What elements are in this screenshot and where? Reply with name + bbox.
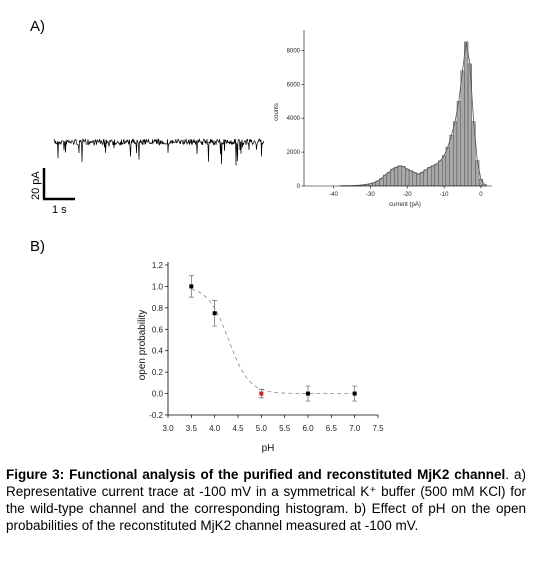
histogram-y-tick-label: 8000: [287, 48, 301, 54]
data-point: [352, 391, 357, 396]
histogram-axes: [303, 30, 492, 187]
pop-y-tick-label: 1.2: [152, 261, 164, 270]
pop-y-tick-label: 0.2: [152, 368, 164, 377]
histogram-x-ticks: -40 -30 -20 -10 0: [329, 186, 483, 198]
pop-y-tick-label: 0.0: [152, 390, 164, 399]
pop-x-tick-label: 6.5: [326, 424, 338, 433]
histogram-y-tick-label: 4000: [287, 116, 301, 122]
current-trace: [53, 137, 265, 166]
pop-axes: [167, 262, 378, 416]
pop-x-tick-label: 6.0: [302, 424, 314, 433]
pop-x-tick-label: 7.0: [349, 424, 361, 433]
histogram-y-axis-label: counts: [274, 103, 280, 121]
pop-y-tick-label: 0.8: [152, 304, 164, 313]
data-point: [306, 391, 310, 396]
pop-x-tick-label: 4.0: [209, 424, 221, 433]
histogram-y-tick-label: 0: [297, 184, 301, 190]
histogram-x-tick-label: -30: [366, 192, 375, 198]
pop-y-axis-label: open probability: [137, 310, 148, 381]
pop-y-tick-label: -0.2: [149, 411, 163, 420]
histogram-x-axis-label: current (pA): [389, 202, 421, 208]
pop-x-axis-label: pH: [262, 443, 275, 454]
pop-x-tick-label: 3.0: [162, 424, 174, 433]
pop-x-tick-label: 4.5: [232, 424, 244, 433]
pop-x-tick-label: 5.0: [256, 424, 268, 433]
histogram-x-tick-label: -40: [329, 192, 338, 198]
panel-a-label: A): [30, 18, 45, 35]
pop-y-tick-label: 0.4: [152, 347, 164, 356]
histogram-x-tick-label: -10: [440, 192, 449, 198]
histogram-y-tick-label: 2000: [287, 150, 301, 156]
histogram-fit-curve: [340, 41, 485, 187]
panel-b-label: B): [30, 238, 45, 255]
pop-y-tick-label: 0.6: [152, 325, 164, 334]
pop-data-points: [188, 275, 358, 402]
caption-figure-label: Figure 3: [6, 467, 60, 482]
caption-title: : Functional analysis of the purified an…: [59, 467, 506, 482]
histogram-bars: [338, 41, 487, 187]
figure-caption: Figure 3: Functional analysis of the pur…: [6, 466, 526, 534]
pop-x-tick-label: 3.5: [186, 424, 198, 433]
histogram-y-tick-label: 6000: [287, 82, 301, 88]
data-point: [259, 391, 264, 396]
data-point: [189, 284, 194, 289]
scale-bar-x-label: 1 s: [52, 204, 67, 216]
histogram-y-ticks: 0 2000 4000 6000 8000: [287, 48, 304, 190]
pop-fit-curve: [191, 288, 355, 395]
data-point: [212, 311, 217, 316]
scale-bar-y-label: 20 pA: [30, 171, 42, 200]
pop-y-tick-label: 1.0: [152, 282, 164, 291]
pop-y-ticks: -0.2 0.0 0.2 0.4 0.6 0.8 1.0 1.2: [149, 261, 168, 420]
histogram-x-tick-label: 0: [479, 192, 483, 198]
pop-x-tick-label: 7.5: [372, 424, 384, 433]
histogram-x-tick-label: -20: [403, 192, 412, 198]
pop-x-tick-label: 5.5: [279, 424, 291, 433]
scale-bar: 20 pA 1 s: [30, 168, 75, 216]
pop-x-ticks: 3.0 3.5 4.0 4.5 5.0 5.5 6.0 6.5 7.0 7.5: [162, 415, 384, 433]
caption-text: . a) Representative current trace at -10…: [6, 467, 526, 533]
